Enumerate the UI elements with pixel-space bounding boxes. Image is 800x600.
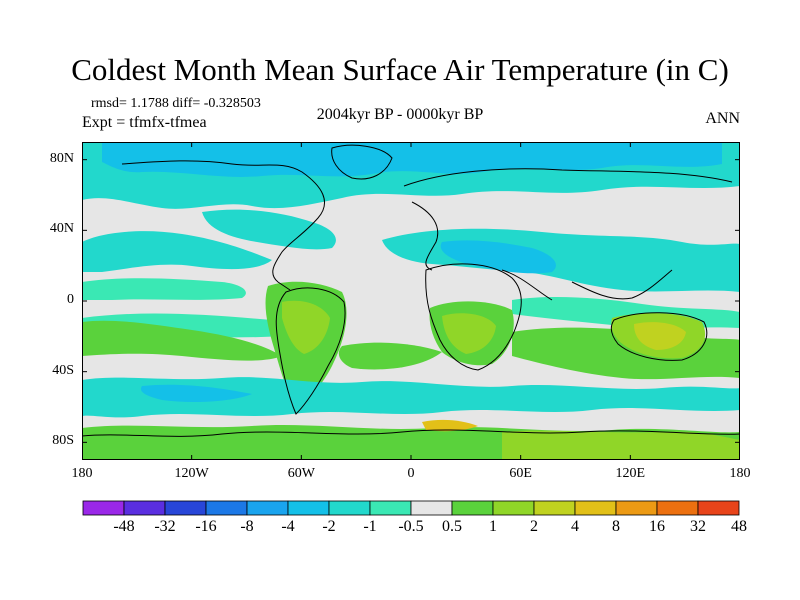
latitude-label: 0 (67, 292, 74, 307)
colorbar-swatch (533, 500, 576, 516)
colorbar-label: 1 (489, 518, 497, 535)
map-title: Coldest Month Mean Surface Air Temperatu… (71, 52, 729, 87)
colorbar-swatch (410, 500, 453, 516)
south-pacific-warming (82, 320, 282, 361)
arctic-cold-core (102, 142, 722, 177)
latitude-label: 40S (52, 362, 74, 378)
greenland-coast (331, 144, 393, 180)
colorbar-label: -8 (240, 518, 254, 535)
colorbar-swatch (574, 500, 617, 516)
latitude-label: 40N (49, 221, 74, 237)
colorbar-label: -48 (113, 518, 135, 535)
colorbar-label: -1 (363, 518, 377, 535)
colorbar-label: -0.5 (398, 518, 424, 535)
colorbar-swatch (205, 500, 248, 516)
longitude-label: 60E (509, 466, 532, 481)
southern-ocean-cold-core (140, 384, 252, 402)
eurasia-coast (403, 168, 733, 301)
latitude-label: 80N (49, 150, 74, 166)
north-pacific-cooling (82, 231, 272, 272)
colorbar-swatch (328, 500, 371, 516)
coastlines (82, 144, 740, 437)
season-text: ANN (705, 110, 740, 127)
colorbar-swatch (369, 500, 412, 516)
longitude-label: 180 (71, 466, 93, 481)
colorbar-label: 32 (690, 518, 706, 535)
experiment-text: Expt = tfmfx-tfmea (82, 114, 207, 131)
colorbar-swatch (615, 500, 658, 516)
colorbar-swatch (492, 500, 535, 516)
africa-coast (425, 263, 522, 371)
colorbar-swatch (451, 500, 494, 516)
australia-warm-core (634, 322, 686, 350)
colorbar-swatch (697, 500, 740, 516)
colorbar-swatch (287, 500, 330, 516)
colorbar-swatch (656, 500, 699, 516)
colorbar (82, 500, 740, 516)
antarctica-coast (82, 429, 740, 437)
colorbar-label: -2 (322, 518, 336, 535)
latitude-label: 80S (52, 433, 74, 449)
colorbar-label: -32 (154, 518, 176, 535)
north-america-cooling (202, 209, 336, 250)
africa-warm-core (442, 313, 496, 354)
longitude-label: 0 (407, 466, 415, 481)
south-america-coast (275, 287, 346, 415)
colorbar-label: 48 (731, 518, 747, 535)
colorbar-label: 0.5 (442, 518, 462, 535)
southern-ocean-cooling (82, 377, 740, 418)
colorbar-swatch (164, 500, 207, 516)
colorbar-swatch (82, 500, 125, 516)
colorbar-label: -16 (195, 518, 217, 535)
central-asia-cold (440, 240, 556, 274)
stats-text: rmsd= 1.1788 diff= -0.328503 (91, 96, 261, 111)
temperature-difference-map (82, 142, 740, 460)
north-pacific-band (82, 278, 246, 300)
north-america-coast (121, 160, 326, 291)
australia-coast (610, 312, 708, 361)
colorbar-label: 4 (571, 518, 579, 535)
longitude-label: 120E (615, 466, 646, 481)
colorbar-swatch (123, 500, 166, 516)
longitude-label: 60W (287, 466, 315, 481)
south-america-warm-core (282, 300, 330, 354)
antarctic-warm-core (502, 430, 740, 460)
antarctic-strong-warming (422, 419, 478, 432)
colorbar-label: 2 (530, 518, 538, 535)
colorbar-label: 16 (649, 518, 665, 535)
longitude-label: 120W (174, 466, 209, 481)
colorbar-label: 8 (612, 518, 620, 535)
colorbar-swatch (246, 500, 289, 516)
period-text: 2004kyr BP - 0000kyr BP (316, 106, 484, 123)
south-atlantic-warming (338, 342, 442, 370)
longitude-label: 180 (729, 466, 751, 481)
colorbar-label: -4 (281, 518, 295, 535)
